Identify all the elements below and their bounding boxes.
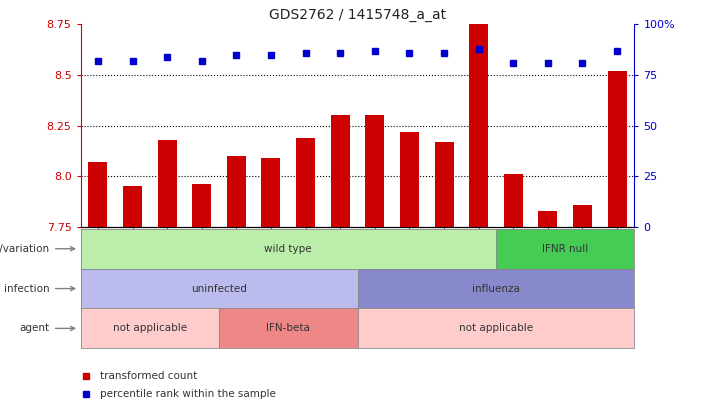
Text: not applicable: not applicable xyxy=(459,323,533,333)
Bar xyxy=(261,158,280,227)
Text: uninfected: uninfected xyxy=(191,284,247,294)
Text: IFN-beta: IFN-beta xyxy=(266,323,311,333)
Bar xyxy=(296,138,315,227)
Bar xyxy=(192,184,211,227)
Bar xyxy=(400,132,419,227)
Text: IFNR null: IFNR null xyxy=(542,244,588,254)
Text: percentile rank within the sample: percentile rank within the sample xyxy=(100,389,276,399)
Bar xyxy=(227,156,246,227)
Text: infection: infection xyxy=(4,284,75,294)
Bar xyxy=(331,115,350,227)
Text: influenza: influenza xyxy=(472,284,520,294)
Bar xyxy=(88,162,107,227)
Text: genotype/variation: genotype/variation xyxy=(0,244,75,254)
Title: GDS2762 / 1415748_a_at: GDS2762 / 1415748_a_at xyxy=(269,8,446,22)
Bar xyxy=(123,186,142,227)
Bar xyxy=(504,174,523,227)
Text: not applicable: not applicable xyxy=(113,323,187,333)
Text: wild type: wild type xyxy=(264,244,312,254)
Text: transformed count: transformed count xyxy=(100,371,197,381)
Bar xyxy=(608,71,627,227)
Bar xyxy=(538,211,557,227)
Bar xyxy=(573,205,592,227)
Bar xyxy=(435,142,454,227)
Bar xyxy=(469,0,488,227)
Bar xyxy=(365,115,384,227)
Text: agent: agent xyxy=(20,323,75,333)
Bar xyxy=(158,140,177,227)
